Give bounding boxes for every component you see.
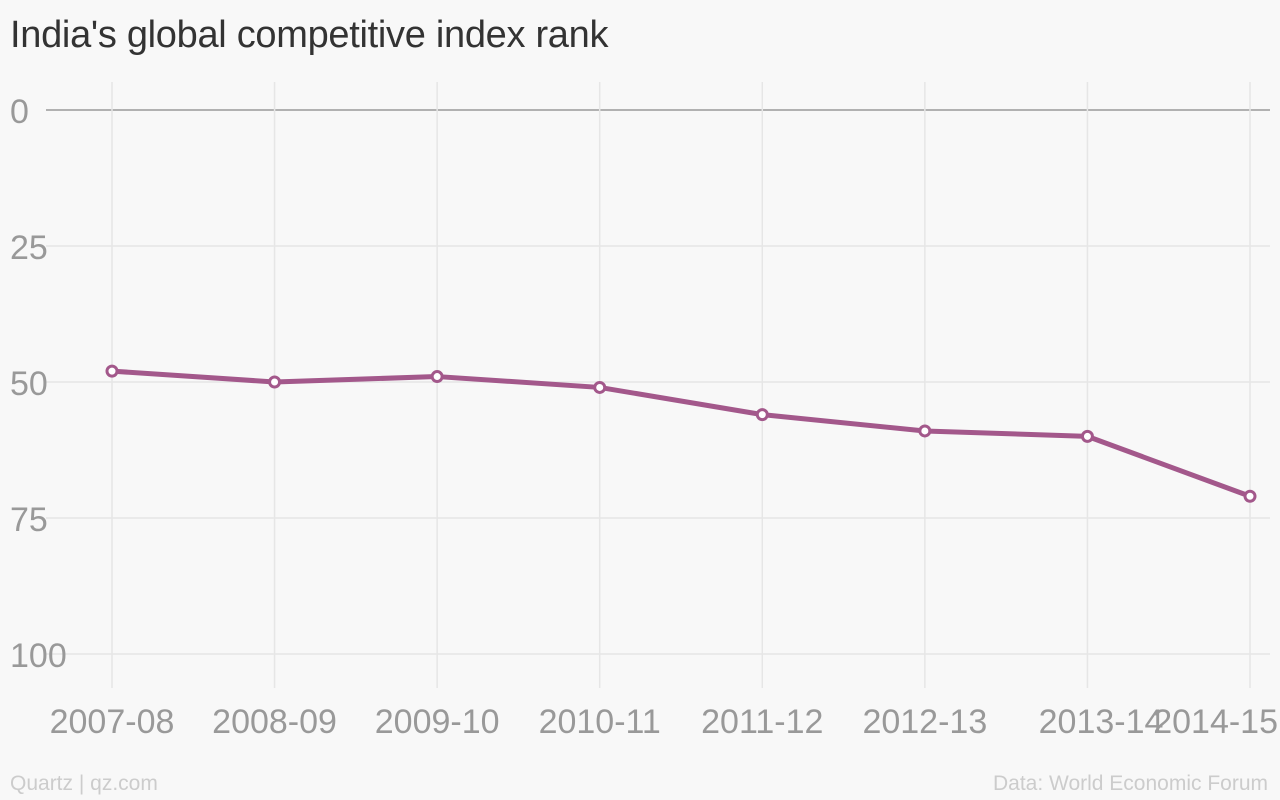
x-axis-ticks: 2007-08 2008-09 2009-10 2010-11 2011-12 2012-… — [50, 703, 1278, 741]
data-point[interactable] — [1080, 429, 1094, 443]
x-tick-label: 2008-09 — [212, 703, 337, 741]
horizontal-gridlines — [46, 109, 1270, 655]
series-line — [109, 368, 1253, 499]
data-point[interactable] — [105, 364, 119, 378]
data-point[interactable] — [755, 408, 769, 422]
x-tick-label: 2007-08 — [50, 703, 175, 741]
data-point[interactable] — [268, 375, 282, 389]
x-tick-label: 2009-10 — [375, 703, 500, 741]
y-tick-label: 25 — [10, 229, 48, 267]
y-tick-label: 0 — [10, 93, 29, 131]
chart-title: India's global competitive index rank — [10, 14, 609, 56]
y-tick-label: 100 — [10, 637, 67, 675]
y-tick-label: 50 — [10, 365, 48, 403]
series-layer — [105, 364, 1257, 503]
data-point[interactable] — [593, 380, 607, 394]
vertical-gridlines — [111, 82, 1251, 688]
x-tick-label: 2010-11 — [539, 703, 661, 741]
y-tick-label: 75 — [10, 501, 48, 539]
data-source: Data: World Economic Forum — [992, 772, 1268, 795]
data-point[interactable] — [1243, 489, 1257, 503]
source-credit: Quartz | qz.com — [10, 772, 158, 795]
x-tick-label: 2014-15 — [1153, 703, 1278, 741]
x-tick-label: 2012-13 — [862, 703, 987, 741]
x-tick-label: 2013-14 — [1039, 703, 1164, 741]
data-point[interactable] — [918, 424, 932, 438]
data-point[interactable] — [430, 370, 444, 384]
y-axis-ticks: 0 25 50 75 100 — [10, 93, 67, 675]
x-tick-label: 2011-12 — [701, 703, 823, 741]
